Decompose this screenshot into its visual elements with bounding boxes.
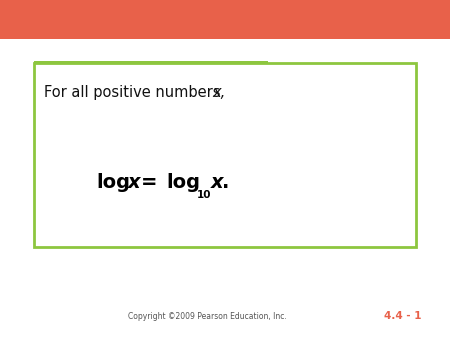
Text: Common Logarithm: Common Logarithm xyxy=(44,81,208,99)
Bar xyxy=(0,0,450,39)
Text: 4.4 - 1: 4.4 - 1 xyxy=(384,311,422,321)
Text: Copyright ©2009 Pearson Education, Inc.: Copyright ©2009 Pearson Education, Inc. xyxy=(128,312,286,320)
Bar xyxy=(34,61,268,120)
Text: 10: 10 xyxy=(197,190,211,200)
Text: =: = xyxy=(141,173,158,192)
Text: x,: x, xyxy=(212,86,225,100)
Text: log: log xyxy=(97,173,131,192)
Text: log: log xyxy=(166,173,201,192)
Bar xyxy=(34,63,416,247)
Text: x: x xyxy=(127,173,140,192)
Text: .: . xyxy=(222,173,229,192)
Text: For all positive numbers: For all positive numbers xyxy=(44,86,225,100)
Text: x: x xyxy=(211,173,223,192)
